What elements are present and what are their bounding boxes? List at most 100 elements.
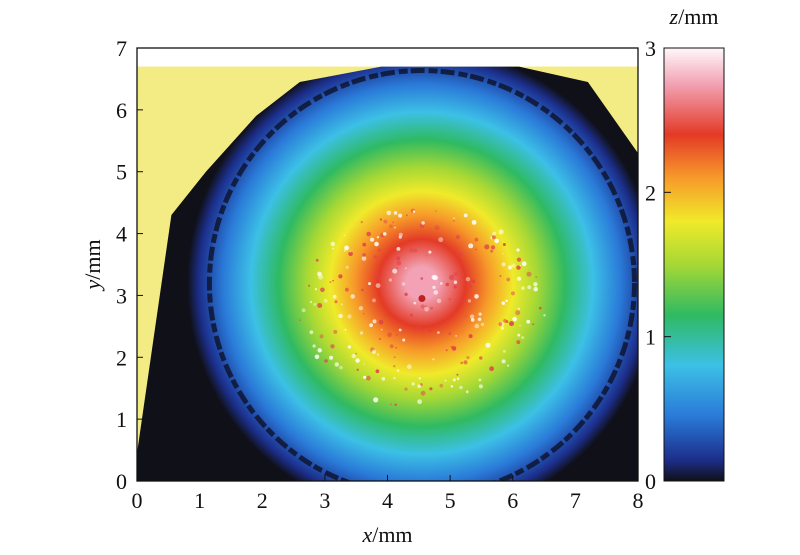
speckle [309, 300, 313, 304]
speckle [501, 301, 505, 305]
speckle [469, 314, 475, 319]
speckle [375, 275, 380, 279]
speckle [420, 304, 425, 309]
speckle [429, 387, 433, 391]
speckle [320, 287, 325, 293]
speckle [401, 282, 406, 286]
speckle [467, 284, 472, 289]
speckle [417, 384, 422, 389]
speckle [375, 369, 380, 374]
speckle [526, 319, 531, 324]
speckle [535, 276, 538, 278]
speckle [416, 325, 422, 331]
x-tick-label: 1 [194, 488, 205, 513]
speckle [463, 360, 468, 365]
speckle [516, 248, 520, 252]
speckle [411, 382, 415, 386]
speckle [393, 211, 398, 215]
speckle [395, 346, 398, 349]
x-tick-label: 8 [633, 488, 644, 513]
speckle [474, 323, 480, 329]
speckle [366, 375, 371, 381]
height-surface [137, 66, 638, 481]
speckle [454, 247, 458, 250]
speckle [463, 213, 468, 218]
speckle [312, 344, 316, 348]
speckle [362, 253, 366, 257]
speckle [393, 356, 396, 358]
speckle [332, 294, 337, 299]
speckle [345, 287, 349, 292]
y-tick-label: 1 [116, 407, 127, 432]
speckle [398, 235, 402, 239]
speckle [343, 249, 346, 252]
speckle [361, 288, 364, 292]
colorbar-scale [663, 47, 725, 482]
speckle [315, 258, 319, 262]
speckle [372, 298, 376, 303]
speckle [363, 363, 365, 366]
speckle [369, 323, 373, 328]
speckle [418, 377, 422, 380]
speckle [502, 349, 506, 353]
y-axis-ticks: 0 1 2 3 4 5 6 7 [116, 36, 143, 494]
speckle [452, 378, 456, 382]
speckle [449, 274, 455, 280]
y-tick-label: 0 [116, 469, 127, 494]
speckle [517, 307, 520, 310]
speckle [455, 312, 458, 315]
speckle [388, 278, 392, 282]
speckle [344, 245, 349, 251]
speckle [512, 316, 517, 322]
speckle [398, 213, 403, 218]
speckle [509, 321, 514, 327]
speckle [494, 239, 497, 242]
y-tick-label: 2 [116, 345, 127, 370]
speckle [459, 385, 463, 390]
speckle [455, 262, 458, 266]
speckle [344, 328, 347, 331]
speckle [350, 294, 355, 299]
speckle [373, 397, 379, 403]
speckle [392, 221, 395, 224]
speckle [317, 271, 322, 277]
speckle [516, 265, 521, 270]
speckle [485, 342, 491, 348]
x-tick-label: 5 [445, 488, 456, 513]
speckle [366, 231, 372, 237]
speckle [404, 387, 408, 391]
speckle [391, 321, 394, 325]
speckle [475, 248, 477, 251]
speckle [484, 244, 490, 250]
speckle [471, 279, 476, 284]
speckle [417, 399, 422, 405]
speckle [404, 292, 408, 296]
speckle [480, 322, 485, 327]
speckle [407, 364, 412, 370]
speckle [453, 280, 458, 284]
speckle [492, 235, 496, 240]
speckle [445, 282, 450, 287]
speckle [511, 263, 516, 268]
speckle [471, 220, 477, 225]
x-tick-label: 2 [257, 488, 268, 513]
speckle [460, 361, 464, 365]
speckle [510, 291, 515, 296]
speckle [383, 219, 388, 224]
speckle [377, 248, 381, 252]
speckle [387, 332, 392, 338]
speckle [453, 217, 455, 220]
speckle [444, 379, 447, 382]
speckle [359, 331, 364, 335]
x-tick-label: 3 [319, 488, 330, 513]
colorbar-tick-label: 1 [645, 325, 656, 350]
speckle [445, 349, 448, 352]
speckle [362, 242, 367, 247]
speckle [420, 277, 424, 280]
speckle [323, 298, 328, 303]
speckle [370, 237, 375, 242]
speckle [533, 282, 538, 287]
x-tick-label: 4 [382, 488, 393, 513]
y-tick-label: 6 [116, 98, 127, 123]
speckle [410, 313, 413, 317]
